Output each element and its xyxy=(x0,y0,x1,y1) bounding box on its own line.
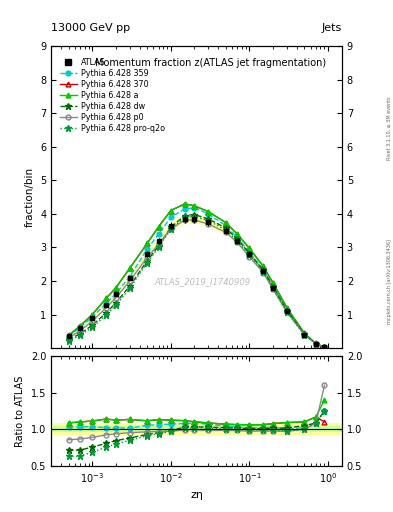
Y-axis label: Ratio to ATLAS: Ratio to ATLAS xyxy=(15,375,25,446)
Text: Rivet 3.1.10, ≥ 3M events: Rivet 3.1.10, ≥ 3M events xyxy=(387,96,392,160)
Bar xyxy=(51,423,342,435)
Text: ATLAS_2019_I1740909: ATLAS_2019_I1740909 xyxy=(154,277,250,286)
Y-axis label: fraction/bin: fraction/bin xyxy=(24,167,35,227)
Text: Momentum fraction z(ATLAS jet fragmentation): Momentum fraction z(ATLAS jet fragmentat… xyxy=(95,58,327,68)
Bar xyxy=(51,426,342,432)
Text: 13000 GeV pp: 13000 GeV pp xyxy=(51,23,130,33)
Legend: ATLAS, Pythia 6.428 359, Pythia 6.428 370, Pythia 6.428 a, Pythia 6.428 dw, Pyth: ATLAS, Pythia 6.428 359, Pythia 6.428 37… xyxy=(58,56,167,135)
Text: mcplots.cern.ch [arXiv:1306.3436]: mcplots.cern.ch [arXiv:1306.3436] xyxy=(387,239,392,324)
X-axis label: zη: zη xyxy=(190,490,203,500)
Text: Jets: Jets xyxy=(321,23,342,33)
